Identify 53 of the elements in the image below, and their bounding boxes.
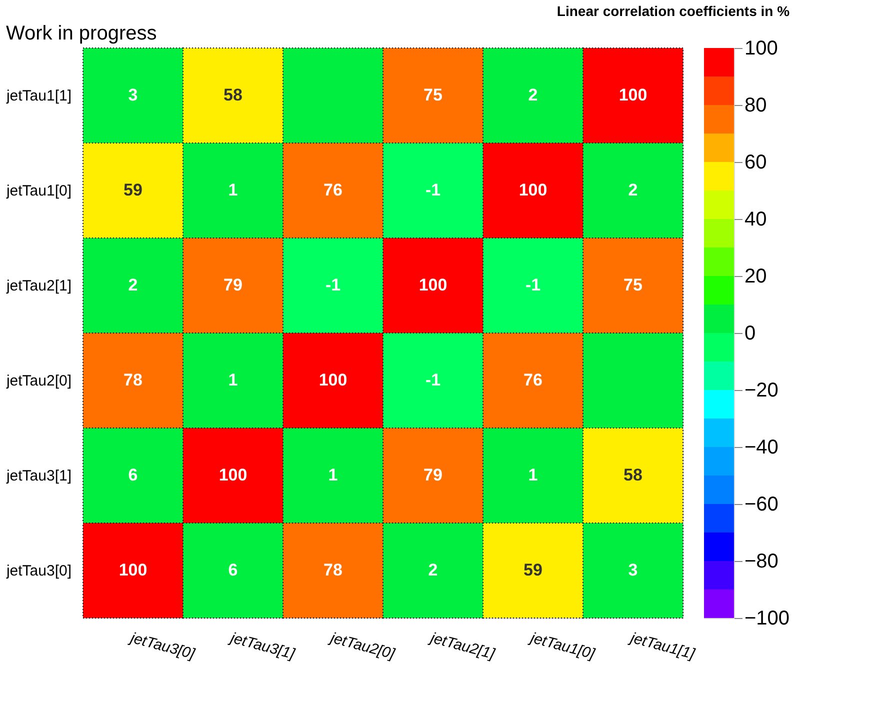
data-label: 2 xyxy=(428,560,438,580)
data-label: 100 xyxy=(118,560,148,580)
color-bar-label: −80 xyxy=(744,550,778,572)
data-label: 2 xyxy=(128,276,138,294)
data-label: 79 xyxy=(224,276,242,294)
y-tick-label: jetTau1[1] xyxy=(5,88,72,104)
y-tick-label: jetTau1[0] xyxy=(5,182,72,200)
data-label: 75 xyxy=(624,276,642,294)
data-label: 76 xyxy=(324,180,342,200)
data-label: 1 xyxy=(328,466,338,484)
color-bar-label: 100 xyxy=(744,38,778,60)
data-label: -1 xyxy=(325,276,341,294)
data-label: 3 xyxy=(128,86,138,104)
data-label: 6 xyxy=(128,466,138,484)
data-label: 2 xyxy=(528,86,538,104)
data-label: 1 xyxy=(528,466,538,484)
data-label: -1 xyxy=(425,180,441,200)
y-tick-label: jetTau2[1] xyxy=(5,278,72,294)
color-bar-label: 60 xyxy=(744,152,767,174)
data-label: 3 xyxy=(628,560,638,580)
color-bar-label: 0 xyxy=(744,322,756,344)
data-label: 100 xyxy=(518,180,548,200)
data-label: 58 xyxy=(624,466,642,484)
data-label: 100 xyxy=(418,276,448,294)
y-tick-label: jetTau3[1] xyxy=(5,468,72,484)
data-label: -1 xyxy=(425,370,441,390)
data-label: 1 xyxy=(228,180,238,200)
y-tick-label: jetTau2[0] xyxy=(5,372,72,390)
color-bar-label: −20 xyxy=(744,380,778,402)
color-bar-label: 40 xyxy=(744,208,767,230)
chart-title: Work in progress xyxy=(6,22,157,44)
data-label: 75 xyxy=(424,86,442,104)
color-bar-label: 80 xyxy=(744,94,767,116)
data-label: -1 xyxy=(525,276,541,294)
color-bar-label: −100 xyxy=(744,608,790,630)
data-label: 1 xyxy=(228,370,238,390)
data-label: 100 xyxy=(618,86,648,104)
y-tick-label: jetTau3[0] xyxy=(5,562,72,580)
data-label: 100 xyxy=(318,370,348,390)
data-label: 58 xyxy=(224,86,242,104)
data-label: 59 xyxy=(524,560,542,580)
color-bar-label: −60 xyxy=(744,494,778,516)
data-label: 59 xyxy=(124,180,142,200)
data-label: 2 xyxy=(628,180,638,200)
data-label: 76 xyxy=(524,370,542,390)
data-label: 6 xyxy=(228,560,238,580)
color-bar-label: −40 xyxy=(744,436,778,458)
data-label: 78 xyxy=(324,560,342,580)
data-label: 100 xyxy=(218,466,248,484)
color-bar-title: Linear correlation coefficients in % xyxy=(556,3,790,19)
color-bar-label: 20 xyxy=(744,266,767,288)
data-label: 79 xyxy=(424,466,442,484)
data-label: 78 xyxy=(124,370,142,390)
